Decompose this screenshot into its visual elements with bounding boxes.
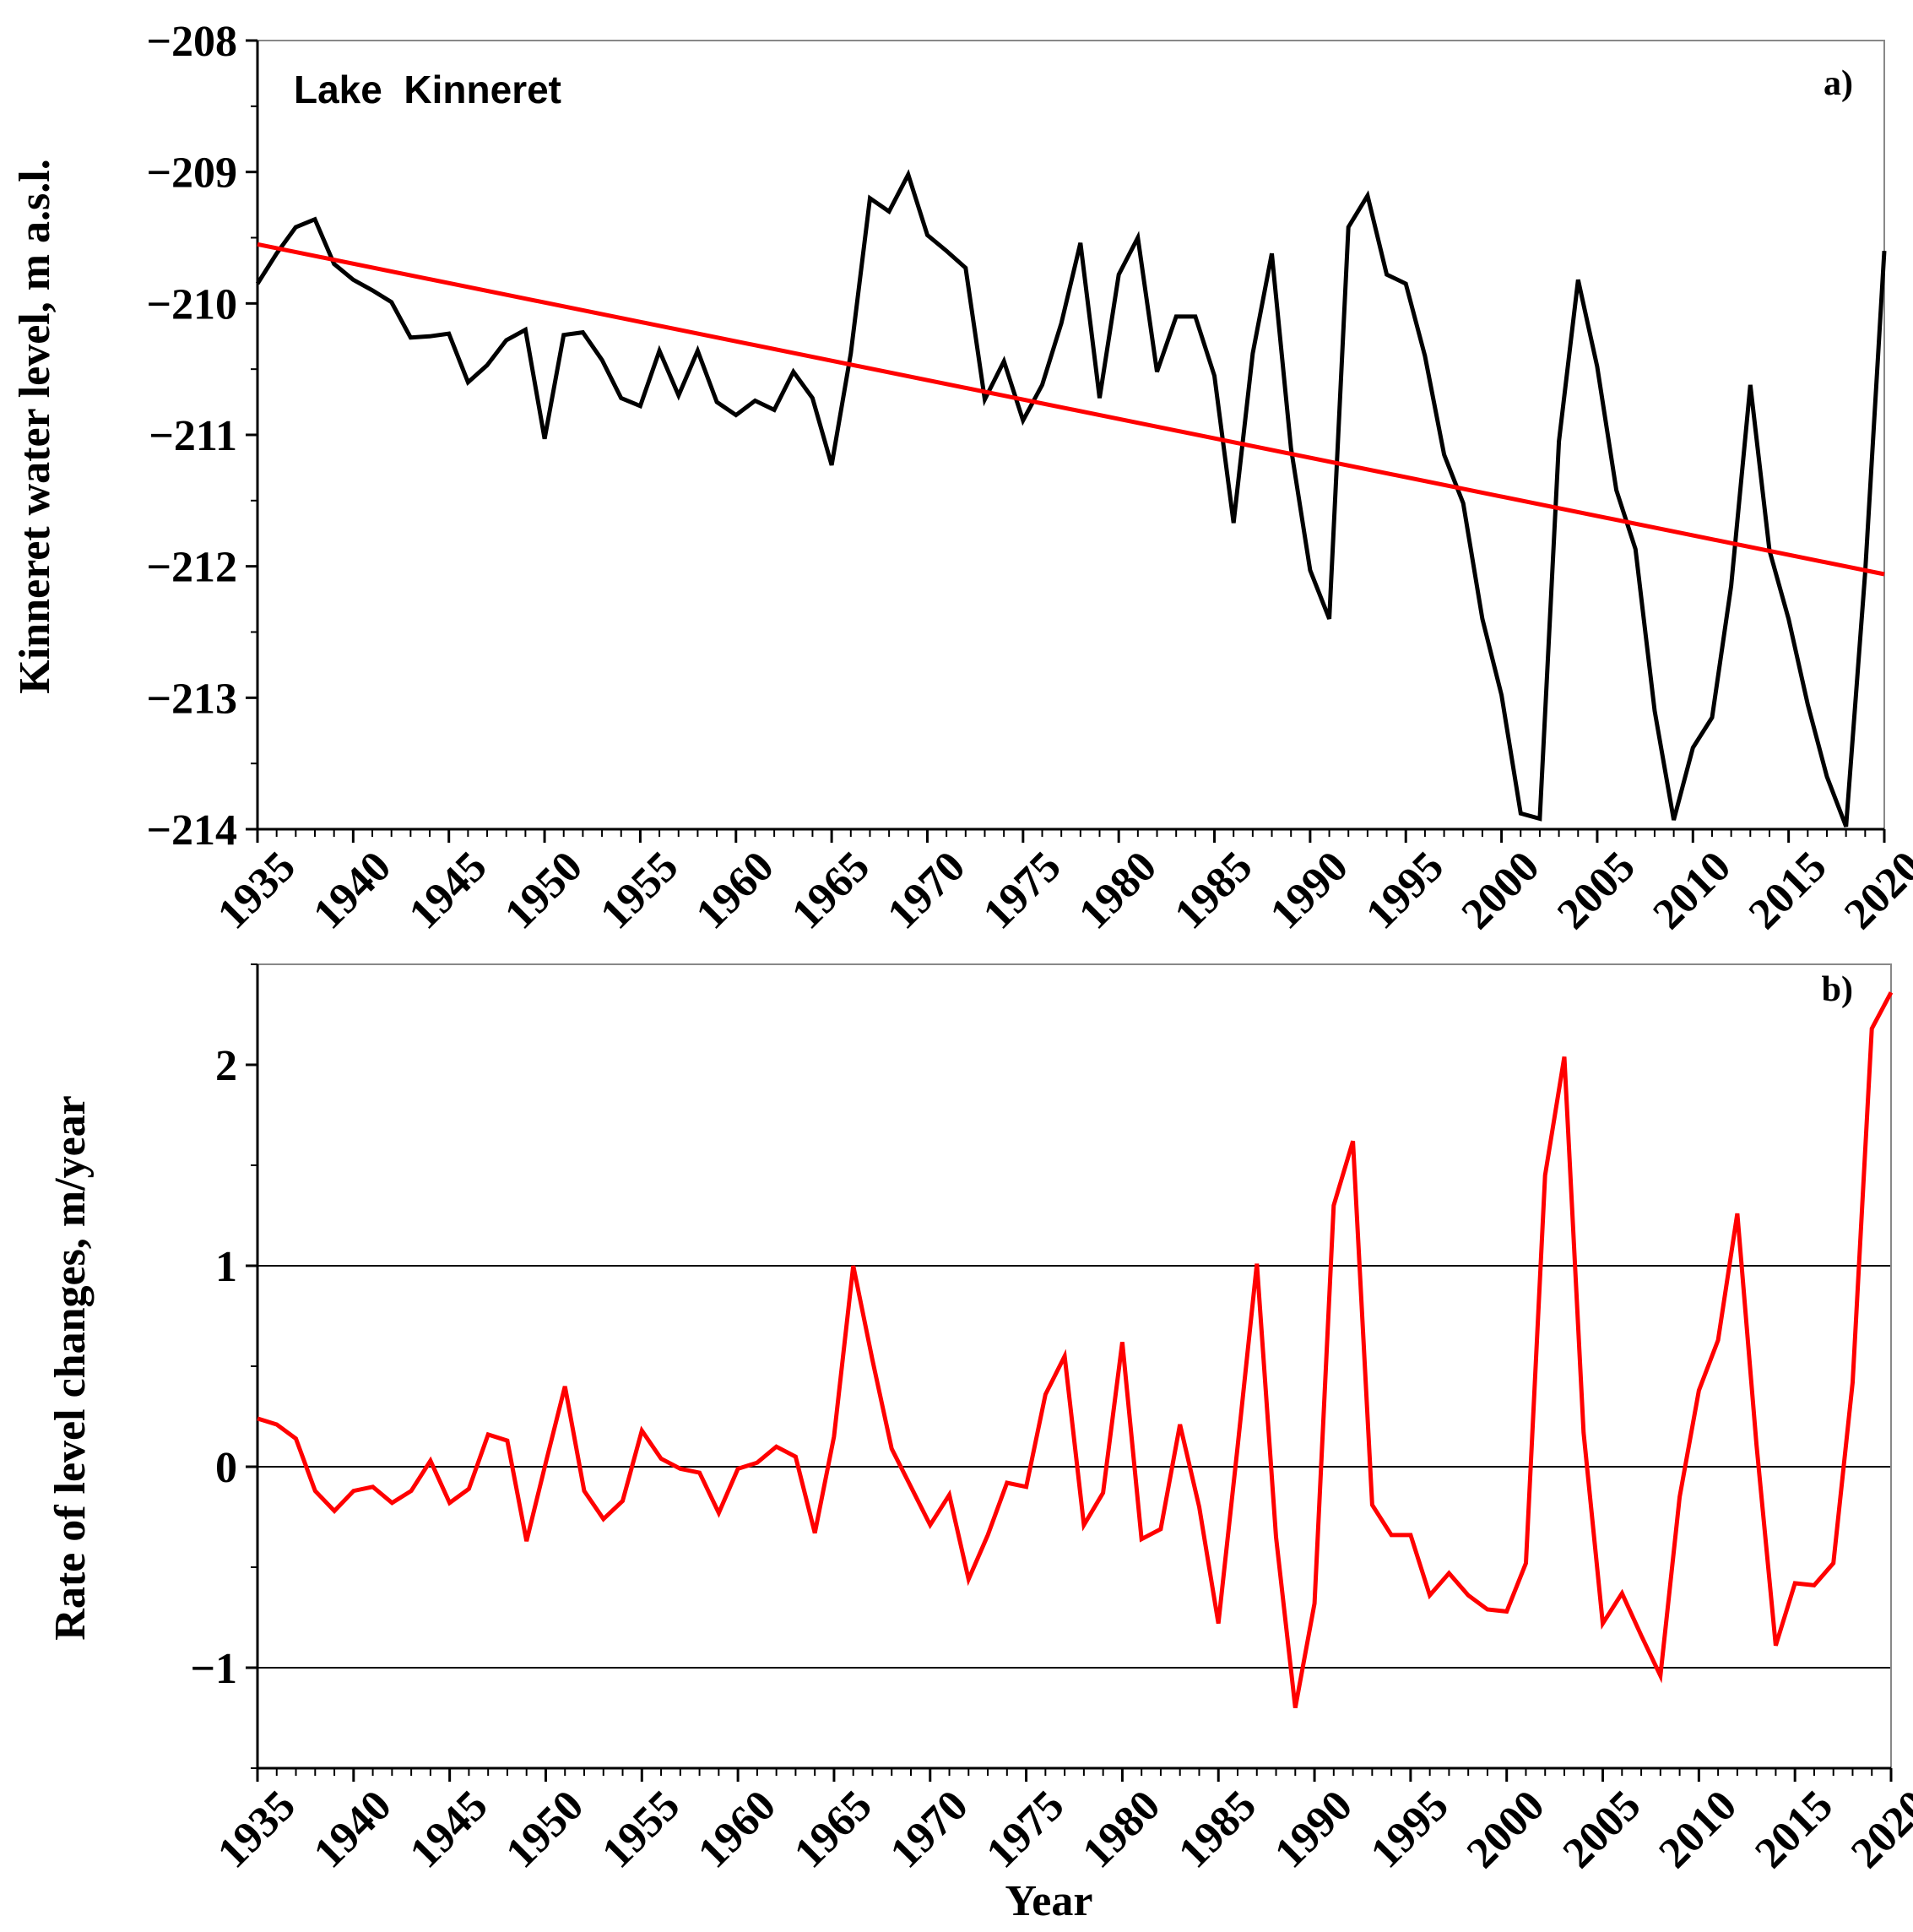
y-tick-label: −210 <box>146 280 237 328</box>
y-tick-label: −211 <box>149 412 237 460</box>
y-tick-label: 2 <box>215 1042 237 1090</box>
lake-annotation: Lake Kinneret <box>294 68 561 111</box>
y-tick-label: 1 <box>215 1243 237 1291</box>
panel-label: b) <box>1822 970 1853 1009</box>
y-tick-label: −1 <box>190 1645 237 1693</box>
series-line <box>257 991 1894 1709</box>
y-tick-label: −213 <box>146 675 237 723</box>
series-line <box>255 169 1887 828</box>
y-tick-label: 0 <box>215 1444 237 1492</box>
y-tick-label: −212 <box>146 544 237 592</box>
y-tick-label: −209 <box>146 149 237 198</box>
y-tick-label: −208 <box>146 18 237 66</box>
y-tick-label: −214 <box>146 806 237 855</box>
x-axis-label: Year <box>1005 1877 1093 1925</box>
y-axis-label: Rate of level changes, m/year <box>46 1095 95 1640</box>
trend-line <box>257 242 1885 577</box>
y-axis-label: Kinneret water level, m a.s.l. <box>11 159 59 694</box>
panel-label: a) <box>1824 64 1853 103</box>
